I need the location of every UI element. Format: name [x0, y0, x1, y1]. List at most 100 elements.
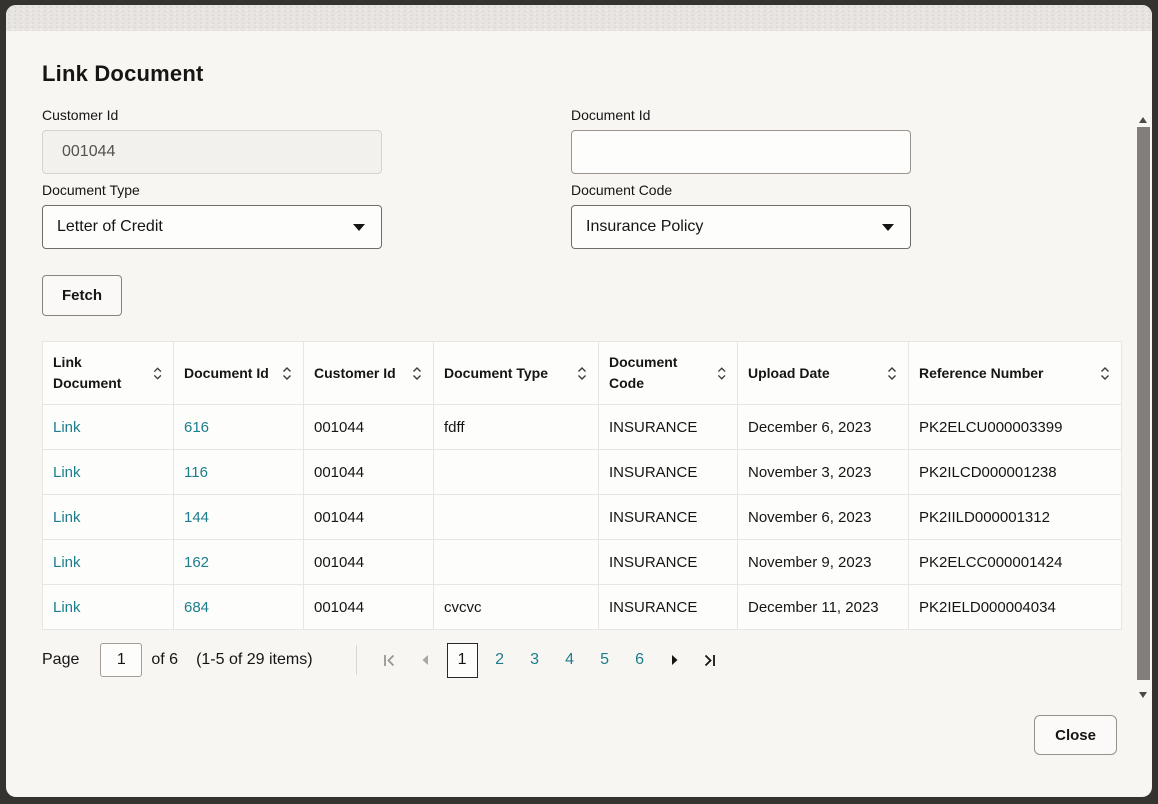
- dialog-top-strip: [6, 5, 1152, 31]
- document-id-link[interactable]: 162: [184, 553, 210, 571]
- triangle-left-icon: [422, 655, 428, 665]
- pager-nav: 1 2 3 4 5 6: [377, 642, 723, 678]
- document-id-field-group: Document Id: [571, 107, 911, 174]
- link-action[interactable]: Link: [53, 418, 81, 436]
- upload-date-cell: November 9, 2023: [737, 539, 909, 585]
- document-type-field-group: Document Type Letter of Credit: [42, 182, 382, 249]
- column-header-document-id[interactable]: Document Id: [173, 341, 304, 405]
- reference-number-cell: PK2IILD000001312: [908, 494, 1122, 540]
- document-id-link[interactable]: 144: [184, 508, 210, 526]
- sort-icon[interactable]: [411, 366, 423, 381]
- column-header-customer-id[interactable]: Customer Id: [303, 341, 434, 405]
- page-button-3[interactable]: 3: [522, 643, 548, 678]
- last-page-icon: [704, 654, 715, 666]
- upload-date-cell: December 11, 2023: [737, 584, 909, 630]
- upload-date-cell: November 6, 2023: [737, 494, 909, 540]
- document-code-cell: INSURANCE: [598, 449, 738, 495]
- first-page-icon: [384, 654, 395, 666]
- link-action[interactable]: Link: [53, 508, 81, 526]
- next-page-button[interactable]: [662, 643, 688, 678]
- dialog-content: Link Document Customer Id Document Id Do…: [6, 61, 1152, 755]
- reference-number-cell: PK2ELCU000003399: [908, 404, 1122, 450]
- chevron-down-icon: [882, 223, 894, 231]
- document-code-cell: INSURANCE: [598, 584, 738, 630]
- first-page-button[interactable]: [377, 643, 403, 678]
- close-button[interactable]: Close: [1034, 715, 1117, 755]
- reference-number-cell: PK2IELD000004034: [908, 584, 1122, 630]
- table-row: Link 684 001044 cvcvc INSURANCE December…: [42, 584, 1122, 630]
- table-row: Link 616 001044 fdff INSURANCE December …: [42, 404, 1122, 450]
- customer-id-cell: 001044: [303, 404, 434, 450]
- pagination-bar: Page of 6 (1-5 of 29 items) 1 2 3 4 5 6: [42, 641, 1127, 679]
- customer-id-cell: 001044: [303, 449, 434, 495]
- page-button-5[interactable]: 5: [592, 643, 618, 678]
- document-type-label: Document Type: [42, 182, 140, 198]
- fetch-button[interactable]: Fetch: [42, 275, 123, 316]
- document-type-cell: [433, 539, 599, 585]
- sort-icon[interactable]: [576, 366, 588, 381]
- link-document-dialog: Link Document Customer Id Document Id Do…: [6, 5, 1152, 797]
- column-header-document-type[interactable]: Document Type: [433, 341, 599, 405]
- table-header-row: Link Document Document Id Customer Id Do…: [42, 341, 1122, 405]
- pagination-divider: [355, 645, 357, 675]
- page-button-2[interactable]: 2: [487, 643, 513, 678]
- document-code-value: Insurance Policy: [586, 218, 704, 235]
- document-id-input[interactable]: [571, 130, 911, 174]
- document-code-cell: INSURANCE: [598, 539, 738, 585]
- document-type-value: Letter of Credit: [57, 218, 163, 235]
- table-row: Link 116 001044 INSURANCE November 3, 20…: [42, 449, 1122, 495]
- scroll-up-icon[interactable]: [1139, 117, 1147, 123]
- document-id-link[interactable]: 616: [184, 418, 210, 436]
- document-id-label: Document Id: [571, 107, 651, 123]
- page-number-input[interactable]: [100, 643, 143, 677]
- table-row: Link 144 001044 INSURANCE November 6, 20…: [42, 494, 1122, 540]
- column-header-reference-number[interactable]: Reference Number: [908, 341, 1122, 405]
- customer-id-cell: 001044: [303, 584, 434, 630]
- search-form: Customer Id Document Id Document Type Le…: [42, 107, 1127, 249]
- items-summary: (1-5 of 29 items): [196, 651, 313, 668]
- document-id-link[interactable]: 116: [184, 463, 208, 481]
- scroll-down-icon[interactable]: [1139, 692, 1147, 698]
- document-code-select[interactable]: Insurance Policy: [571, 205, 911, 249]
- triangle-right-icon: [671, 655, 678, 665]
- reference-number-cell: PK2ILCD000001238: [908, 449, 1122, 495]
- last-page-button[interactable]: [697, 643, 723, 678]
- document-id-link[interactable]: 684: [184, 598, 210, 616]
- document-type-cell: [433, 494, 599, 540]
- document-type-cell: fdff: [433, 404, 599, 450]
- sort-icon[interactable]: [716, 366, 727, 381]
- document-code-label: Document Code: [571, 182, 673, 198]
- documents-table: Link Document Document Id Customer Id Do…: [42, 341, 1127, 630]
- table-row: Link 162 001044 INSURANCE November 9, 20…: [42, 539, 1122, 585]
- previous-page-button[interactable]: [412, 643, 438, 678]
- document-code-field-group: Document Code Insurance Policy: [571, 182, 911, 249]
- reference-number-cell: PK2ELCC000001424: [908, 539, 1122, 585]
- sort-icon[interactable]: [281, 366, 293, 381]
- page-label: Page: [42, 651, 80, 668]
- column-header-document-code[interactable]: Document Code: [598, 341, 738, 405]
- customer-id-input[interactable]: [42, 130, 382, 174]
- upload-date-cell: December 6, 2023: [737, 404, 909, 450]
- page-count-label: of 6: [151, 651, 179, 668]
- customer-id-field-group: Customer Id: [42, 107, 382, 174]
- page-button-current[interactable]: 1: [446, 642, 478, 678]
- column-header-link-document[interactable]: Link Document: [42, 341, 174, 405]
- document-type-cell: [433, 449, 599, 495]
- link-action[interactable]: Link: [53, 463, 81, 481]
- scrollbar-thumb[interactable]: [1137, 127, 1150, 680]
- page-button-6[interactable]: 6: [627, 643, 653, 678]
- upload-date-cell: November 3, 2023: [737, 449, 909, 495]
- page-title: Link Document: [42, 61, 204, 86]
- customer-id-cell: 001044: [303, 539, 434, 585]
- sort-icon[interactable]: [886, 366, 898, 381]
- sort-icon[interactable]: [1099, 366, 1111, 381]
- link-action[interactable]: Link: [53, 598, 81, 616]
- page-button-4[interactable]: 4: [557, 643, 583, 678]
- link-action[interactable]: Link: [53, 553, 81, 571]
- document-type-cell: cvcvc: [433, 584, 599, 630]
- column-header-upload-date[interactable]: Upload Date: [737, 341, 909, 405]
- sort-icon[interactable]: [152, 366, 163, 381]
- vertical-scrollbar[interactable]: [1136, 109, 1151, 701]
- chevron-down-icon: [353, 223, 365, 231]
- document-type-select[interactable]: Letter of Credit: [42, 205, 382, 249]
